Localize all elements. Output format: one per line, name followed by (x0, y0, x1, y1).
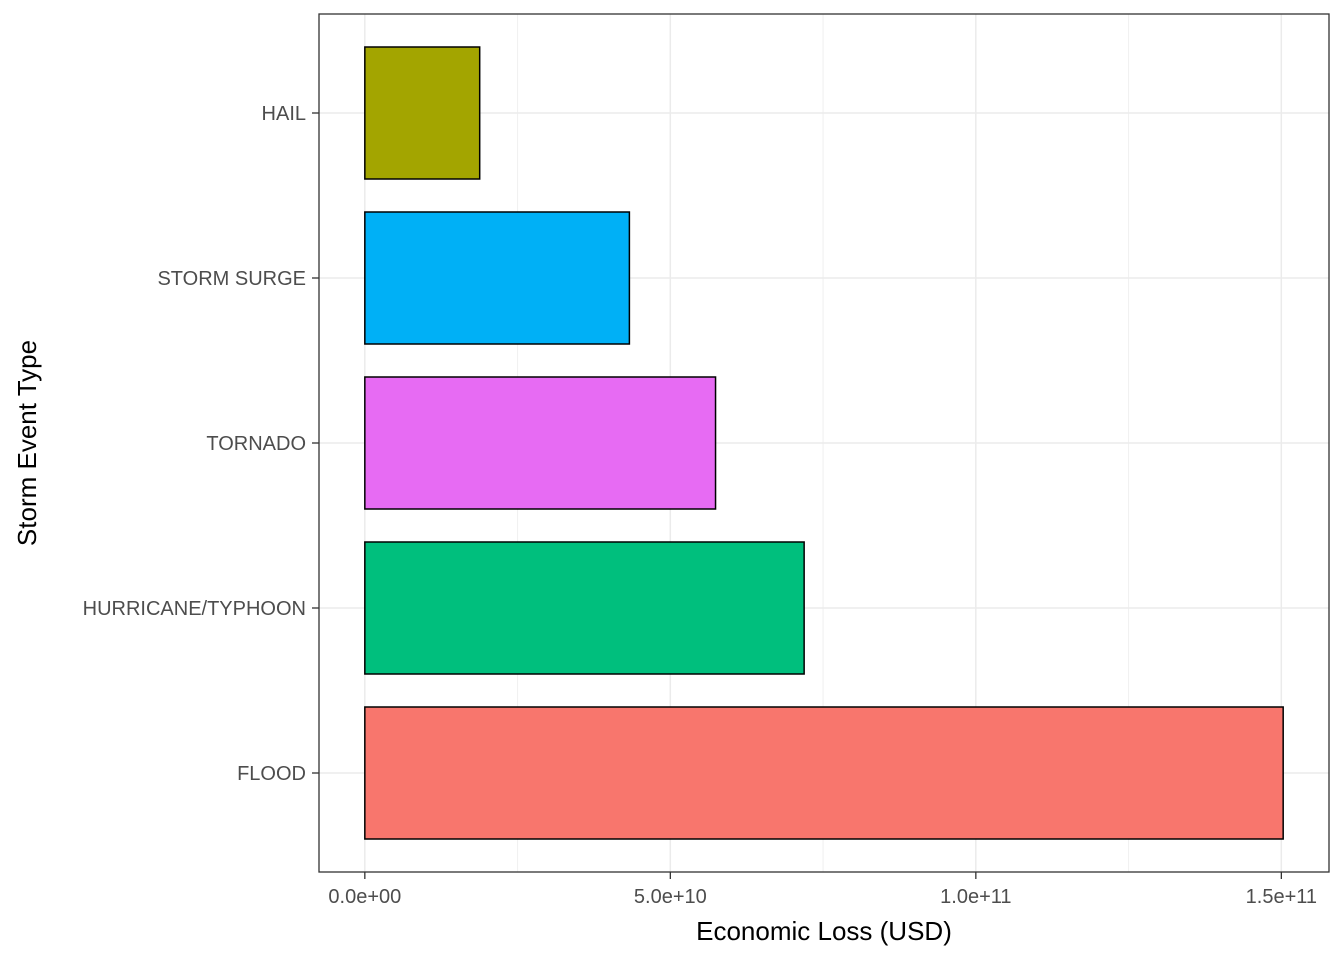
x-axis-title: Economic Loss (USD) (696, 916, 952, 946)
y-tick-label: HURRICANE/TYPHOON (83, 598, 306, 620)
y-tick-label: HAIL (262, 103, 306, 125)
x-tick-label: 1.0e+11 (940, 886, 1011, 908)
bars (364, 46, 1284, 840)
y-tick-label: FLOOD (237, 763, 306, 785)
bar-hail (364, 46, 481, 180)
bar-storm-surge (364, 211, 631, 345)
y-tick-label: TORNADO (206, 433, 306, 455)
y-axis: FLOOD HURRICANE/TYPHOON TORNADO STORM SURGE… (83, 103, 319, 785)
y-axis-title: Storm Event Type (12, 340, 42, 546)
bar-flood (364, 706, 1284, 840)
x-tick-label: 0.0e+00 (328, 886, 401, 908)
x-tick-label: 1.5e+11 (1246, 886, 1317, 908)
y-tick-label: STORM SURGE (157, 268, 306, 290)
bar-tornado (364, 376, 717, 510)
bar-hurricane-typhoon (364, 541, 805, 675)
x-axis: 0.0e+00 5.0e+10 1.0e+11 1.5e+11 (328, 872, 1317, 908)
x-tick-label: 5.0e+10 (634, 886, 707, 908)
